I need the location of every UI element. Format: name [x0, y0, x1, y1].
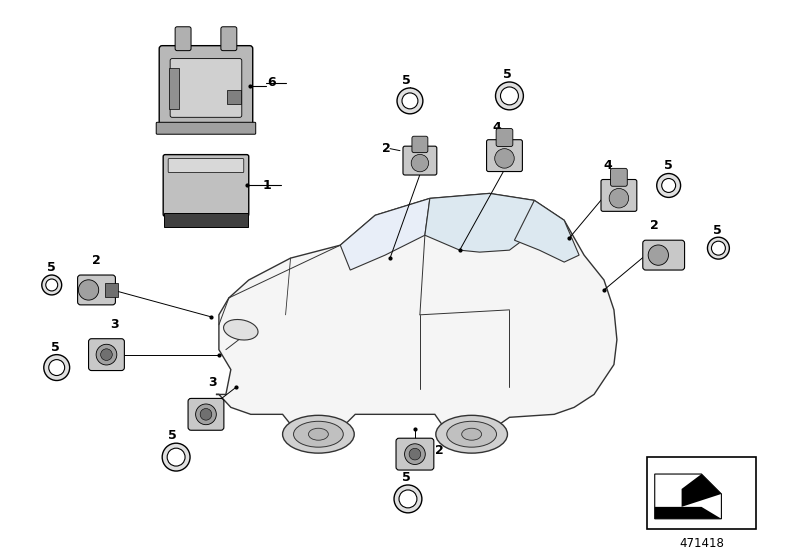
- Ellipse shape: [405, 444, 426, 464]
- FancyBboxPatch shape: [170, 59, 242, 117]
- FancyBboxPatch shape: [168, 158, 244, 172]
- FancyBboxPatch shape: [156, 122, 256, 134]
- Text: 5: 5: [503, 68, 512, 81]
- Text: 2: 2: [435, 444, 443, 456]
- Text: 3: 3: [208, 376, 217, 389]
- Text: 4: 4: [603, 159, 612, 172]
- FancyBboxPatch shape: [412, 136, 428, 153]
- FancyBboxPatch shape: [163, 155, 249, 216]
- FancyBboxPatch shape: [601, 180, 637, 211]
- Text: 2: 2: [91, 254, 100, 267]
- FancyBboxPatch shape: [159, 46, 253, 126]
- Circle shape: [49, 360, 65, 376]
- Ellipse shape: [648, 245, 669, 265]
- Text: 4: 4: [493, 122, 502, 134]
- Text: 471418: 471418: [679, 536, 724, 550]
- Circle shape: [46, 279, 58, 291]
- Text: 1: 1: [262, 179, 271, 192]
- Ellipse shape: [96, 344, 117, 365]
- Text: 5: 5: [664, 159, 673, 172]
- Ellipse shape: [411, 155, 429, 172]
- Text: 5: 5: [714, 224, 722, 237]
- Text: 2: 2: [650, 219, 658, 232]
- Circle shape: [397, 88, 423, 114]
- Ellipse shape: [462, 428, 482, 440]
- Circle shape: [711, 241, 726, 255]
- Polygon shape: [654, 507, 722, 519]
- Ellipse shape: [609, 189, 629, 208]
- Circle shape: [399, 490, 417, 508]
- FancyBboxPatch shape: [175, 27, 191, 50]
- FancyBboxPatch shape: [396, 438, 434, 470]
- Polygon shape: [340, 198, 430, 270]
- FancyBboxPatch shape: [105, 283, 118, 297]
- Text: 5: 5: [168, 429, 177, 442]
- Ellipse shape: [436, 416, 507, 453]
- FancyBboxPatch shape: [610, 169, 627, 186]
- Polygon shape: [682, 474, 722, 507]
- Polygon shape: [425, 193, 534, 252]
- Ellipse shape: [446, 421, 497, 447]
- Ellipse shape: [78, 280, 98, 300]
- Circle shape: [657, 174, 681, 198]
- FancyBboxPatch shape: [227, 91, 241, 104]
- Circle shape: [167, 448, 185, 466]
- Polygon shape: [514, 200, 579, 262]
- Circle shape: [501, 87, 518, 105]
- Text: 2: 2: [382, 142, 391, 155]
- Text: 5: 5: [50, 341, 59, 354]
- FancyBboxPatch shape: [188, 398, 224, 430]
- Text: 6: 6: [268, 77, 276, 90]
- Polygon shape: [216, 193, 617, 434]
- Polygon shape: [654, 474, 722, 519]
- Ellipse shape: [282, 416, 354, 453]
- Circle shape: [394, 485, 422, 513]
- Ellipse shape: [223, 320, 258, 340]
- FancyBboxPatch shape: [89, 339, 124, 371]
- Circle shape: [707, 237, 730, 259]
- Ellipse shape: [494, 148, 514, 168]
- Text: 5: 5: [402, 74, 410, 87]
- FancyBboxPatch shape: [642, 240, 685, 270]
- Ellipse shape: [409, 449, 421, 460]
- Circle shape: [162, 443, 190, 471]
- Circle shape: [42, 275, 62, 295]
- Ellipse shape: [200, 408, 212, 420]
- Ellipse shape: [101, 349, 112, 361]
- FancyBboxPatch shape: [78, 275, 115, 305]
- Text: 5: 5: [402, 470, 410, 483]
- Circle shape: [662, 179, 676, 193]
- Circle shape: [495, 82, 523, 110]
- FancyBboxPatch shape: [164, 213, 248, 227]
- FancyBboxPatch shape: [496, 129, 513, 147]
- FancyBboxPatch shape: [221, 27, 237, 50]
- FancyBboxPatch shape: [403, 146, 437, 175]
- Circle shape: [44, 354, 70, 380]
- FancyBboxPatch shape: [486, 139, 522, 171]
- Ellipse shape: [196, 404, 216, 424]
- Text: 3: 3: [110, 318, 119, 332]
- Ellipse shape: [294, 421, 343, 447]
- Circle shape: [402, 93, 418, 109]
- Bar: [646, 457, 756, 529]
- Ellipse shape: [309, 428, 328, 440]
- Text: 5: 5: [46, 260, 55, 274]
- FancyBboxPatch shape: [169, 68, 179, 109]
